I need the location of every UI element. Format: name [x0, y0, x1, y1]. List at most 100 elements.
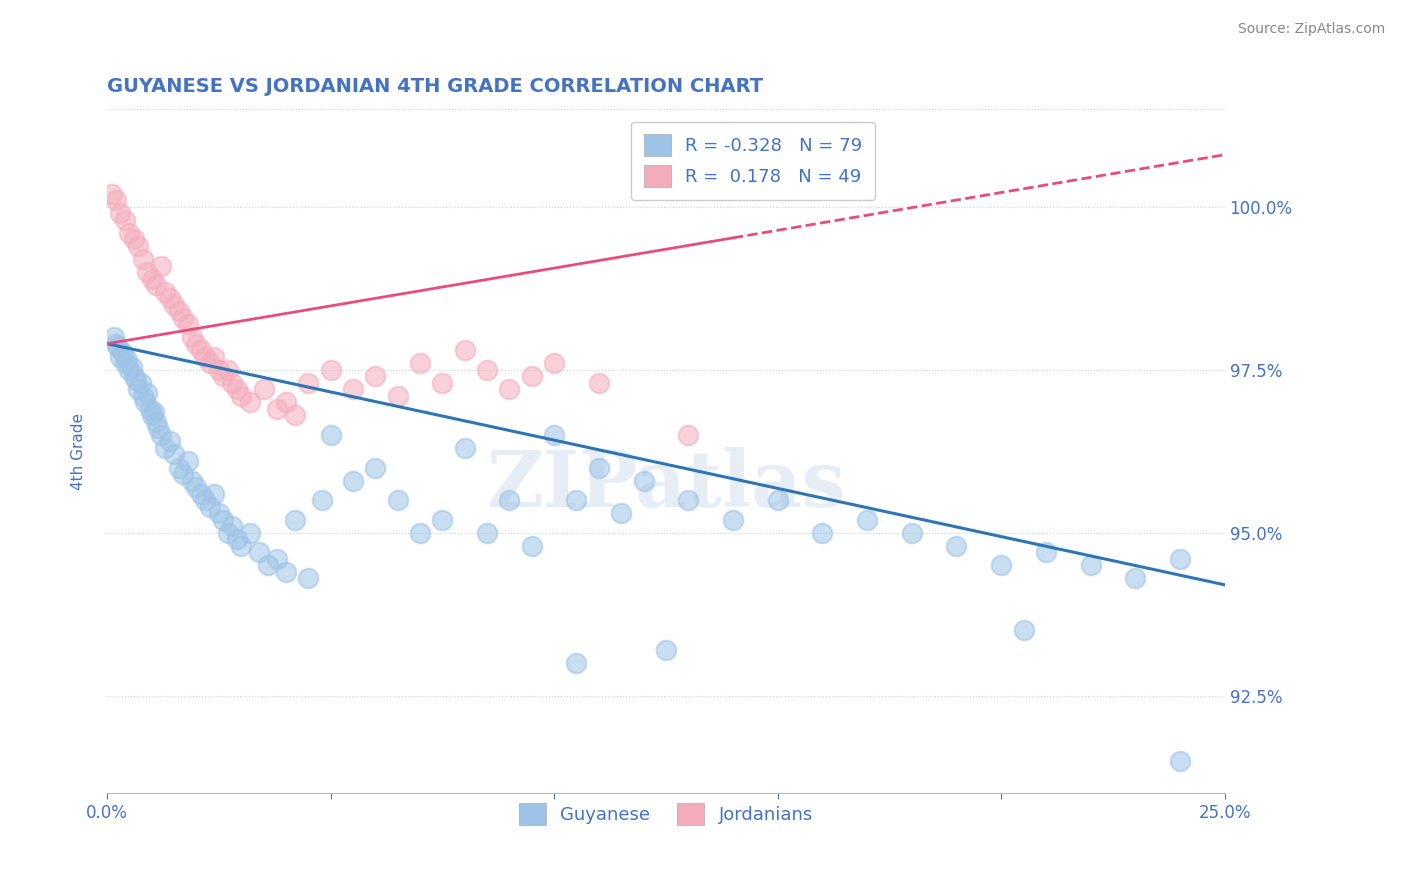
- Point: [159, 291, 181, 305]
- Point: [1123, 571, 1146, 585]
- Point: [543, 428, 565, 442]
- Point: [127, 382, 149, 396]
- Point: [231, 389, 253, 403]
- Point: [610, 506, 633, 520]
- Point: [319, 428, 342, 442]
- Text: GUYANESE VS JORDANIAN 4TH GRADE CORRELATION CHART: GUYANESE VS JORDANIAN 4TH GRADE CORRELAT…: [107, 78, 763, 96]
- Point: [202, 350, 225, 364]
- Point: [588, 376, 610, 390]
- Point: [132, 252, 155, 266]
- Point: [167, 460, 190, 475]
- Point: [217, 363, 239, 377]
- Point: [149, 259, 172, 273]
- Point: [221, 519, 243, 533]
- Point: [284, 409, 307, 423]
- Point: [103, 330, 125, 344]
- Point: [194, 350, 217, 364]
- Point: [432, 513, 454, 527]
- Point: [1080, 558, 1102, 573]
- Point: [134, 395, 156, 409]
- Point: [153, 285, 176, 299]
- Point: [105, 336, 128, 351]
- Point: [498, 493, 520, 508]
- Point: [387, 389, 409, 403]
- Point: [945, 539, 967, 553]
- Point: [163, 297, 186, 311]
- Point: [297, 571, 319, 585]
- Point: [138, 401, 160, 416]
- Point: [159, 434, 181, 449]
- Point: [655, 643, 678, 657]
- Point: [107, 340, 129, 354]
- Point: [239, 525, 262, 540]
- Point: [186, 336, 208, 351]
- Point: [565, 656, 588, 670]
- Point: [125, 372, 148, 386]
- Point: [721, 513, 744, 527]
- Point: [148, 421, 170, 435]
- Point: [252, 382, 274, 396]
- Point: [194, 493, 217, 508]
- Point: [153, 441, 176, 455]
- Point: [475, 363, 498, 377]
- Point: [387, 493, 409, 508]
- Text: Source: ZipAtlas.com: Source: ZipAtlas.com: [1237, 22, 1385, 37]
- Point: [1012, 624, 1035, 638]
- Point: [520, 539, 543, 553]
- Point: [1035, 545, 1057, 559]
- Point: [115, 353, 138, 368]
- Point: [231, 539, 253, 553]
- Point: [145, 415, 167, 429]
- Point: [342, 382, 364, 396]
- Point: [136, 385, 159, 400]
- Point: [198, 500, 221, 514]
- Point: [811, 525, 834, 540]
- Point: [122, 232, 145, 246]
- Point: [221, 376, 243, 390]
- Point: [190, 343, 212, 358]
- Point: [633, 474, 655, 488]
- Point: [122, 369, 145, 384]
- Point: [990, 558, 1012, 573]
- Point: [136, 265, 159, 279]
- Point: [297, 376, 319, 390]
- Point: [454, 343, 477, 358]
- Point: [266, 551, 288, 566]
- Point: [543, 356, 565, 370]
- Point: [129, 376, 152, 390]
- Point: [186, 480, 208, 494]
- Point: [110, 350, 132, 364]
- Point: [498, 382, 520, 396]
- Text: ZIPatlas: ZIPatlas: [486, 448, 845, 524]
- Point: [114, 213, 136, 227]
- Point: [181, 330, 204, 344]
- Point: [311, 493, 333, 508]
- Point: [1168, 551, 1191, 566]
- Point: [225, 532, 247, 546]
- Point: [432, 376, 454, 390]
- Point: [212, 369, 235, 384]
- Point: [114, 356, 136, 370]
- Point: [409, 356, 432, 370]
- Point: [181, 474, 204, 488]
- Point: [284, 513, 307, 527]
- Point: [766, 493, 789, 508]
- Point: [257, 558, 280, 573]
- Point: [167, 304, 190, 318]
- Point: [856, 513, 879, 527]
- Point: [364, 369, 387, 384]
- Point: [100, 186, 122, 201]
- Point: [110, 206, 132, 220]
- Point: [172, 467, 194, 481]
- Point: [239, 395, 262, 409]
- Point: [409, 525, 432, 540]
- Point: [274, 565, 297, 579]
- Point: [198, 356, 221, 370]
- Point: [143, 405, 166, 419]
- Point: [202, 486, 225, 500]
- Point: [520, 369, 543, 384]
- Point: [900, 525, 922, 540]
- Point: [208, 506, 231, 520]
- Point: [176, 454, 198, 468]
- Point: [212, 513, 235, 527]
